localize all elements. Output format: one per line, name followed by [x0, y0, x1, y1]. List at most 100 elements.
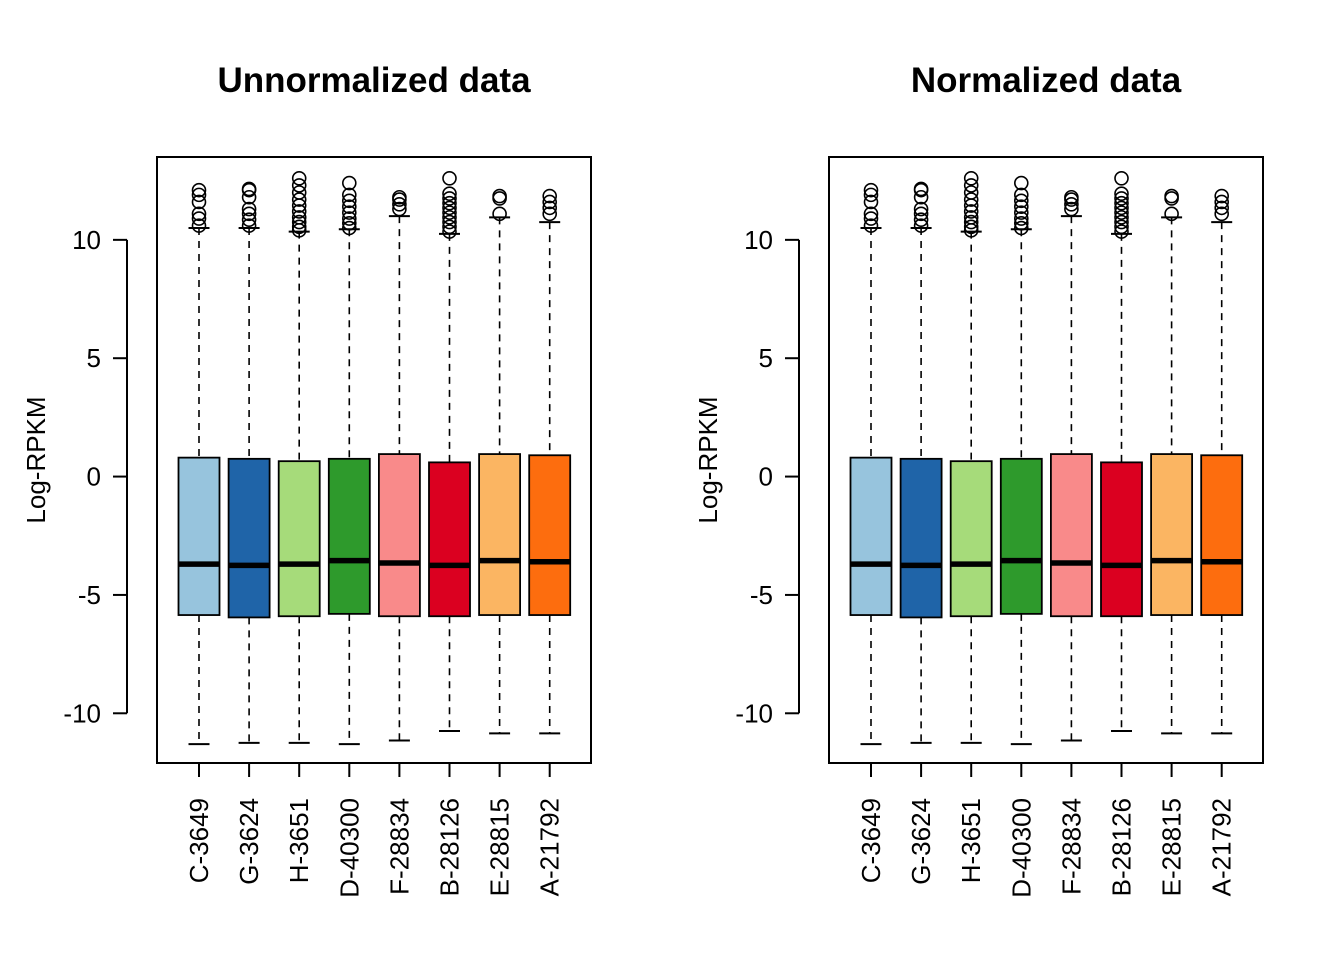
outlier-point — [1214, 194, 1229, 210]
box-iqr — [899, 457, 943, 619]
outlier-point — [442, 171, 457, 186]
outlier-point — [1013, 175, 1029, 191]
plot-area: -10 -5 0 5 10 C-3649 G-3624 H-3651 D-40300 F-2883… — [735, 156, 1264, 898]
outlier-point — [913, 201, 929, 217]
y-axis-label: Log-RPKM — [21, 396, 51, 523]
x-tick-label: C-3649 — [856, 798, 886, 883]
outlier-point — [963, 192, 979, 207]
outlier-point — [863, 187, 879, 203]
chart-title: Normalized data — [911, 61, 1182, 100]
outlier-point — [1114, 200, 1129, 216]
outlier-point — [963, 185, 979, 200]
y-tick-label: 5 — [87, 343, 101, 373]
outlier-point — [963, 178, 979, 193]
outlier-point — [1013, 187, 1029, 203]
outlier-point — [1114, 214, 1129, 230]
outlier-point — [863, 194, 879, 210]
panel-unnormalized: Unnormalized data Log-RPKM -10 -5 0 5 10 C-36… — [21, 61, 592, 898]
x-tick-label: H-3651 — [956, 798, 986, 883]
outlier-point — [341, 193, 357, 209]
outlier-point — [1013, 215, 1029, 231]
outlier-point — [542, 188, 558, 204]
outlier-point — [913, 181, 929, 197]
y-tick-label: -10 — [735, 698, 773, 728]
outlier-point — [1013, 205, 1029, 220]
outlier-point — [1114, 195, 1129, 211]
outlier-point — [1114, 219, 1129, 235]
outlier-point — [341, 175, 357, 191]
x-tick-label: B-28126 — [435, 798, 465, 896]
outlier-point — [492, 188, 507, 204]
outlier-point — [1064, 201, 1079, 217]
outlier-point — [963, 210, 979, 225]
y-tick-label: 10 — [744, 225, 773, 255]
x-tick-label: D-40300 — [334, 798, 364, 898]
outlier-point — [191, 206, 207, 222]
outlier-point — [191, 211, 207, 226]
x-tick-label: D-40300 — [1006, 798, 1036, 898]
outlier-point — [392, 197, 407, 212]
outlier-point — [913, 206, 929, 222]
outlier-point — [442, 195, 457, 211]
outlier-point — [291, 219, 307, 235]
outlier-point — [442, 205, 457, 220]
y-tick-label: -10 — [63, 698, 101, 728]
outlier-point — [442, 219, 457, 235]
outlier-point — [863, 211, 879, 226]
x-tick-label: C-3649 — [184, 798, 214, 883]
box-iqr — [177, 456, 221, 616]
box-iqr — [327, 457, 371, 615]
outlier-point — [442, 224, 457, 239]
outlier-point — [341, 215, 357, 231]
outlier-point — [291, 210, 307, 225]
outlier-point — [341, 187, 357, 203]
outlier-point — [191, 218, 207, 233]
outlier-point — [1214, 188, 1229, 204]
outlier-point — [542, 206, 558, 222]
outlier-point — [392, 189, 407, 205]
y-axis-label: Log-RPKM — [693, 396, 723, 523]
outlier-point — [1114, 210, 1129, 225]
box-iqr — [377, 453, 421, 618]
outlier-point — [291, 178, 307, 193]
outlier-point — [291, 171, 307, 186]
outlier-point — [291, 185, 307, 200]
box-iqr — [478, 453, 522, 616]
chart-title: Unnormalized data — [217, 61, 531, 100]
outlier-point — [341, 211, 357, 226]
outlier-point — [341, 199, 357, 215]
outlier-point — [1214, 206, 1229, 222]
outlier-point — [291, 214, 307, 230]
box-iqr — [428, 461, 471, 618]
x-tick-label: A-21792 — [1207, 798, 1237, 896]
outlier-point — [241, 206, 257, 222]
outlier-point — [1114, 171, 1129, 186]
outlier-point — [542, 200, 558, 216]
outlier-point — [442, 186, 457, 201]
outlier-point — [913, 218, 929, 233]
outlier-point — [291, 204, 307, 219]
box-iqr — [528, 454, 572, 616]
x-tick-label: B-28126 — [1107, 798, 1137, 896]
box-iqr — [277, 460, 321, 618]
outlier-point — [1114, 191, 1129, 206]
outlier-point — [241, 181, 257, 197]
box-iqr — [999, 457, 1043, 615]
y-tick-label: 0 — [87, 462, 101, 492]
box-iqr — [1200, 454, 1244, 616]
panel-normalized: Normalized data Log-RPKM -10 -5 0 5 10 C-3649… — [693, 61, 1264, 898]
outlier-point — [241, 212, 257, 228]
outlier-point — [963, 204, 979, 219]
outlier-point — [191, 187, 207, 203]
box-iqr — [1100, 461, 1143, 618]
outlier-point — [913, 189, 929, 205]
outlier-point — [442, 200, 457, 216]
y-tick-label: -5 — [78, 580, 101, 610]
outlier-point — [341, 220, 357, 236]
outlier-point — [1064, 197, 1079, 212]
outlier-point — [963, 171, 979, 186]
outlier-point — [1164, 206, 1179, 222]
x-tick-label: A-21792 — [535, 798, 565, 896]
outlier-point — [1013, 199, 1029, 215]
